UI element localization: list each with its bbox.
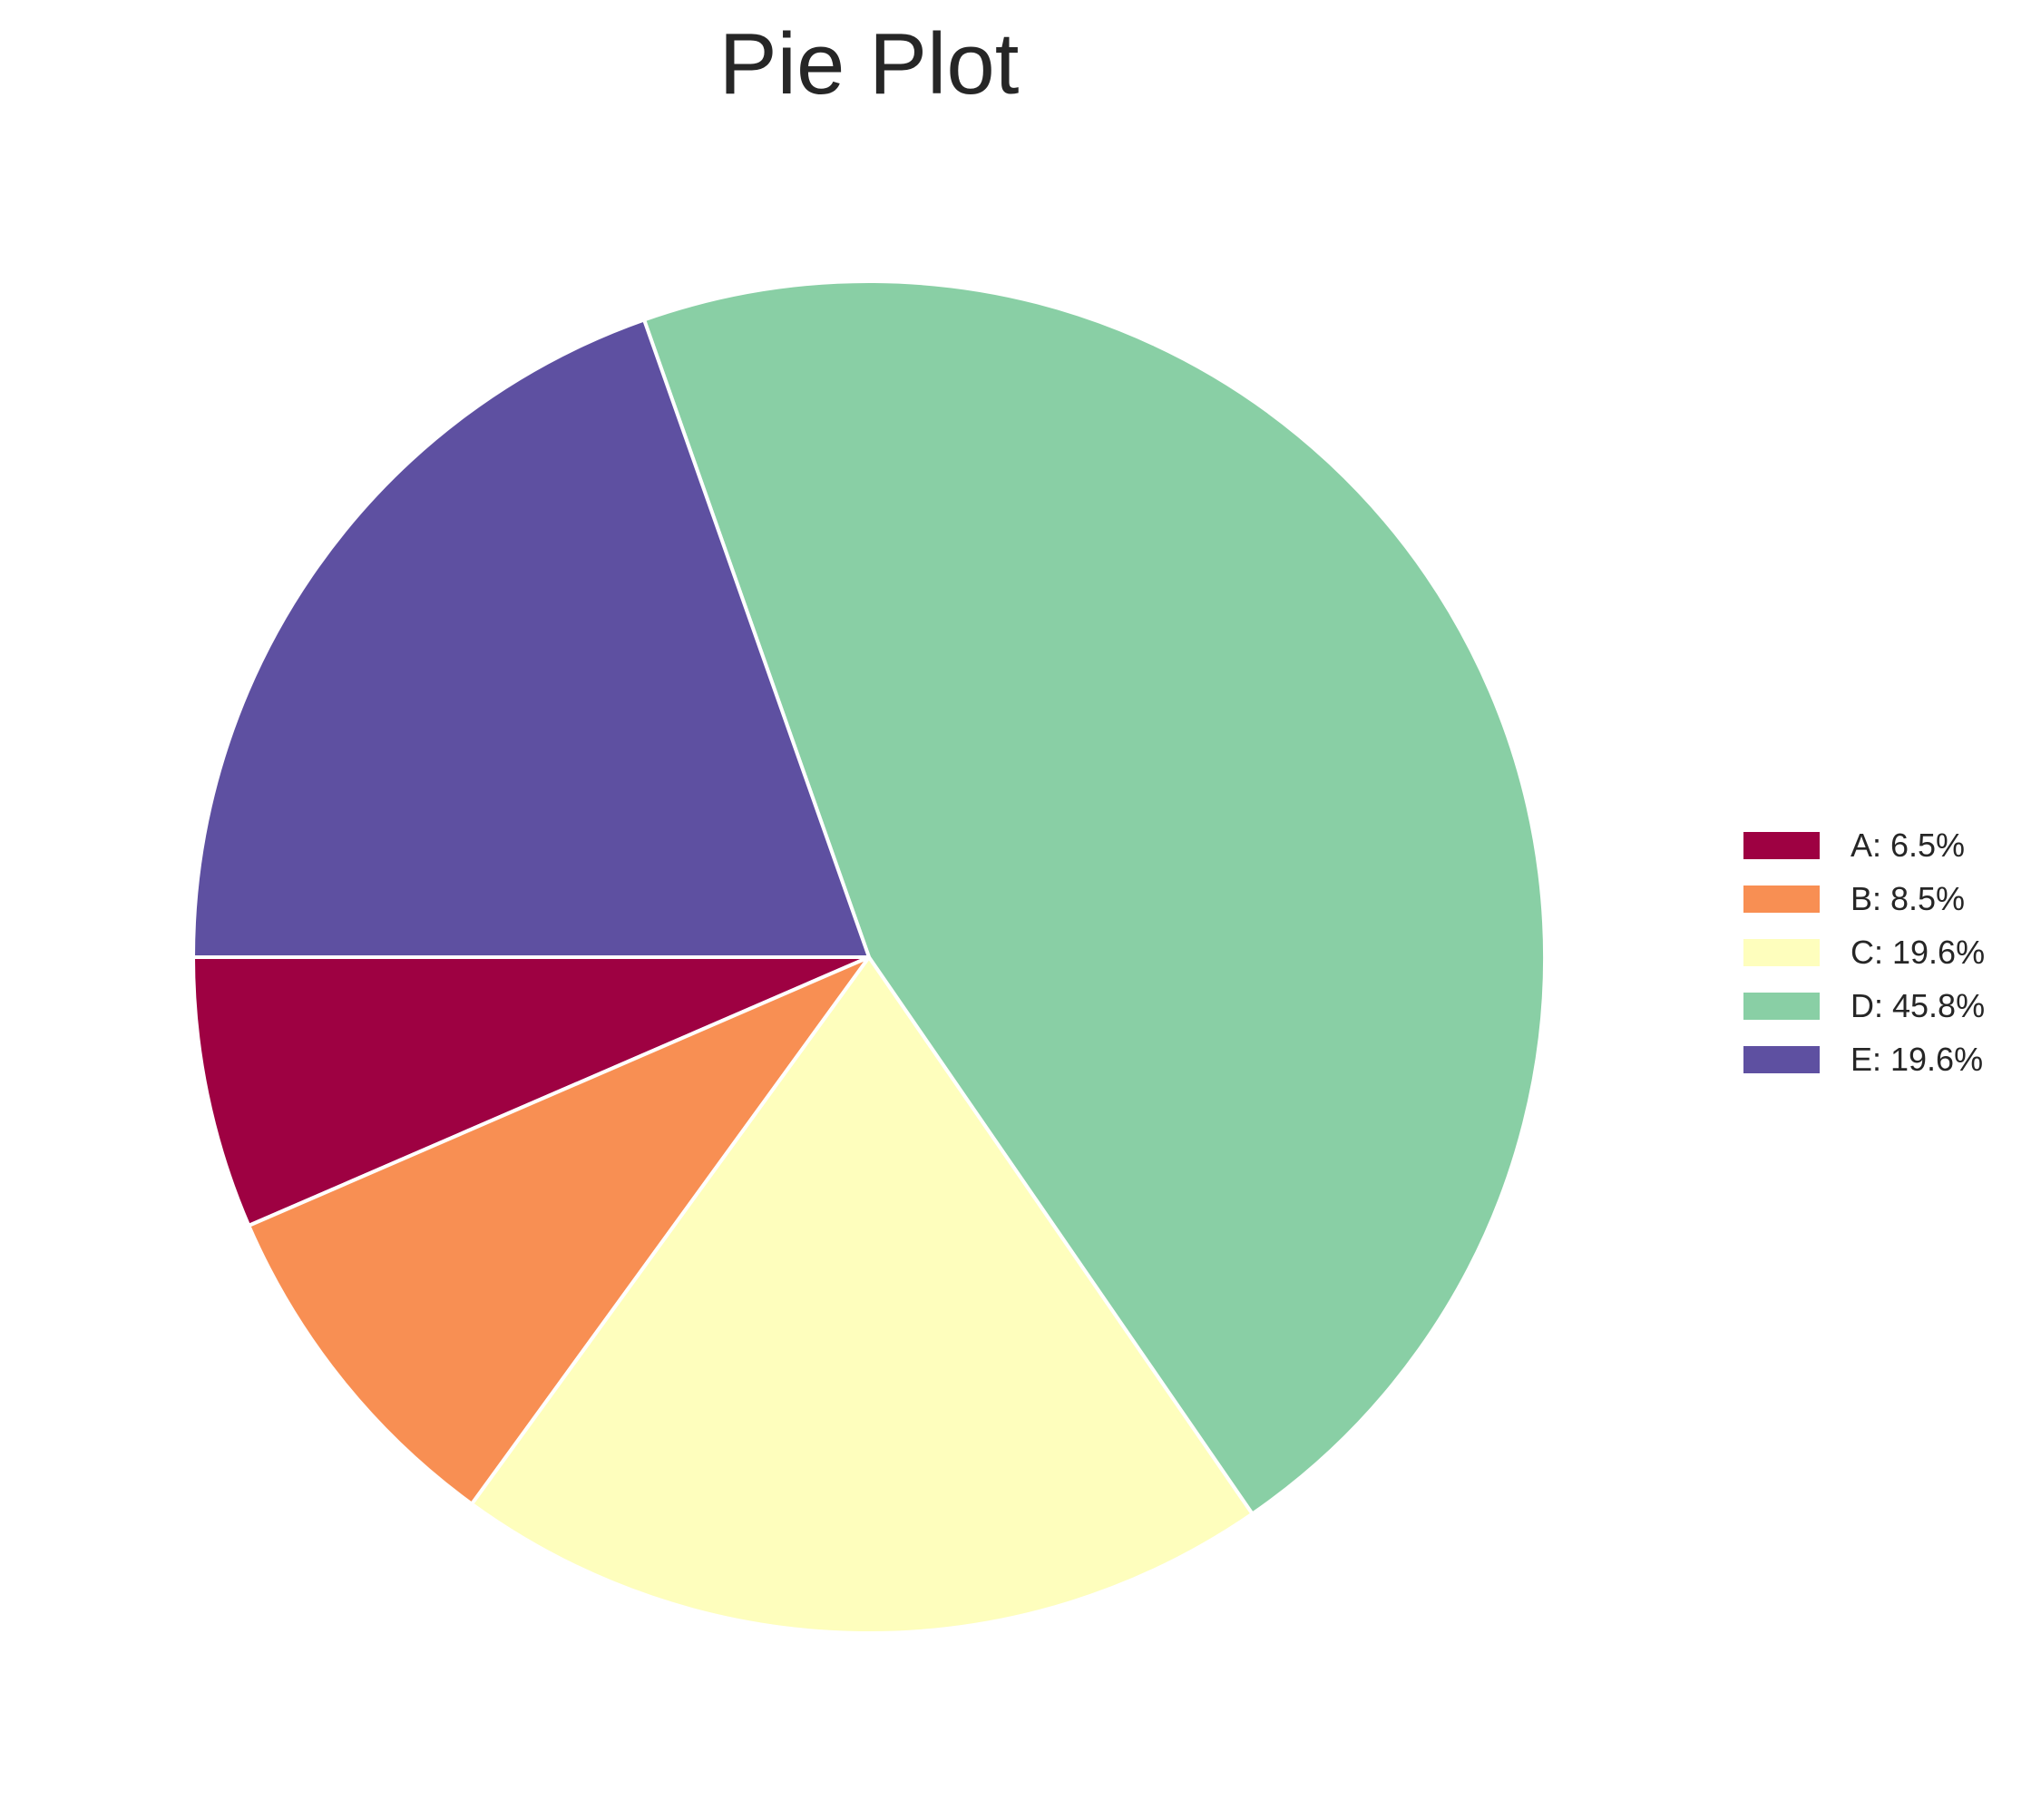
pie-slice-b (247, 955, 871, 1506)
pie-slices (191, 279, 1548, 1635)
pie-slice-a (191, 955, 871, 1228)
legend-label-e: E: 19.6% (1851, 1041, 1983, 1078)
pie-slice-c (470, 955, 1255, 1635)
legend-swatch-b (1743, 886, 1820, 913)
legend-swatch-c (1743, 939, 1820, 966)
pie-slice-d (642, 279, 1548, 1516)
chart-title: Pie Plot (719, 15, 1020, 113)
legend-label-b: B: 8.5% (1851, 880, 1965, 917)
legend-label-a: A: 6.5% (1851, 827, 1965, 864)
legend-swatch-e (1743, 1046, 1820, 1073)
legend: A: 6.5% B: 8.5% C: 19.6% D: 45.8% E: 19.6% (1743, 827, 1985, 1078)
legend-swatch-a (1743, 832, 1820, 859)
legend-label-d: D: 45.8% (1851, 987, 1985, 1024)
legend-label-c: C: 19.6% (1851, 934, 1985, 971)
pie-slice-e (191, 318, 871, 959)
legend-swatch-d (1743, 993, 1820, 1020)
